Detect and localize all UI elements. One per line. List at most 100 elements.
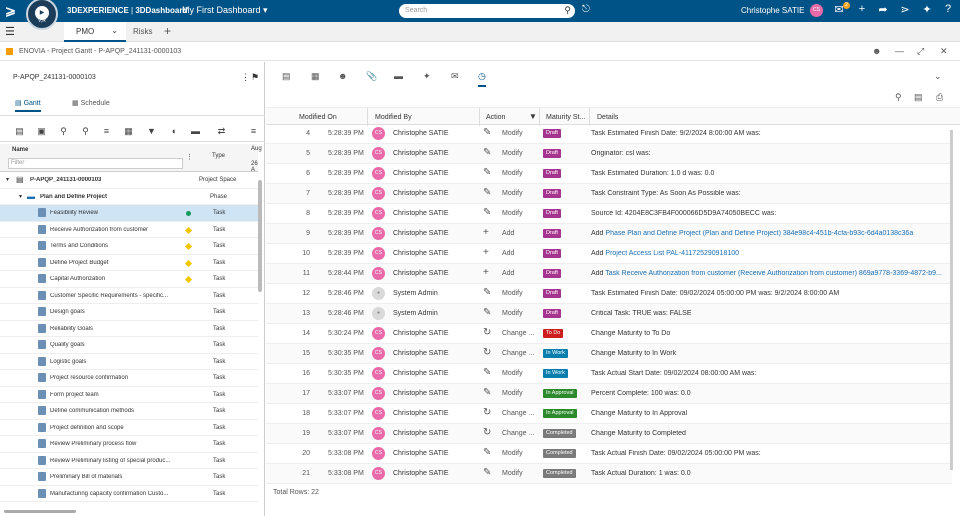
history-row[interactable]: 11 5:28:44 PM CS Christophe SATIE + Add … [266, 264, 952, 284]
close-icon[interactable]: ✕ [940, 46, 948, 56]
user-name[interactable]: Christophe SATIE [741, 6, 805, 15]
expand-icon[interactable]: ▾ [6, 177, 10, 183]
add-tab-icon[interactable]: + [164, 24, 172, 38]
tree-scrollbar[interactable] [258, 180, 262, 292]
deliverables-icon[interactable]: ▬ [394, 71, 403, 81]
export-icon[interactable]: ▤ [914, 92, 923, 102]
history-row[interactable]: 19 5:33:07 PM CS Christophe SATIE ↻ Chan… [266, 424, 952, 444]
chat-icon[interactable]: ✉ [834, 4, 844, 16]
tag-icon[interactable]: ⎋ [582, 4, 590, 15]
tree-row[interactable]: ▾ ▬ Plan and Define Project Phase [0, 189, 258, 205]
tab-risks[interactable]: Risks [133, 27, 153, 36]
tab-gantt[interactable]: ▤ Gantt [15, 99, 41, 112]
calendar-icon[interactable]: ▦ [124, 126, 133, 136]
tab-pmo[interactable]: PMO ⌄ [64, 22, 126, 42]
history-row[interactable]: 6 5:28:39 PM CS Christophe SATIE ✎ Modif… [266, 164, 952, 184]
user-settings-icon[interactable]: ☻ [872, 46, 882, 56]
history-row[interactable]: 18 5:33:07 PM CS Christophe SATIE ↻ Chan… [266, 404, 952, 424]
history-row[interactable]: 15 5:30:35 PM CS Christophe SATIE ↻ Chan… [266, 344, 952, 364]
tree-row[interactable]: Preliminary Bill of materials Task [0, 469, 258, 486]
chevron-down-icon[interactable]: ⌄ [111, 26, 118, 35]
print-icon[interactable]: ⎙ [936, 92, 944, 102]
history-row[interactable]: 20 5:33:08 PM CS Christophe SATIE ✎ Modi… [266, 444, 952, 464]
column-action[interactable]: Action [486, 114, 506, 121]
tree-row[interactable]: Reliability Goals Task [0, 321, 258, 337]
zoom-out-icon[interactable]: ⚲ [82, 126, 89, 136]
tree-row[interactable]: Logistic goals Task [0, 354, 258, 370]
tree-row[interactable]: Capital Authorization Task [0, 271, 258, 288]
history-row[interactable]: 9 5:28:39 PM CS Christophe SATIE + Add D… [266, 224, 952, 244]
tools-icon[interactable]: ✦ [922, 4, 932, 16]
tree-row[interactable]: Quality goals Task [0, 337, 258, 354]
chevron-down-icon[interactable]: ⌄ [934, 71, 942, 81]
tree-row[interactable]: Receive Authorization from customer Task [0, 222, 258, 238]
add-icon[interactable]: + [858, 3, 866, 15]
properties-icon[interactable]: ▤ [282, 71, 291, 81]
history-row[interactable]: 10 5:28:39 PM CS Christophe SATIE + Add … [266, 244, 952, 264]
menu-lines-icon[interactable]: ≡ [250, 126, 257, 136]
tree-row[interactable]: Define Project Budget Task [0, 255, 258, 271]
tree-row[interactable]: Design goals Task [0, 304, 258, 321]
pin-icon[interactable]: ⚑ [251, 72, 260, 82]
share-icon[interactable]: ➦ [878, 4, 888, 16]
more-icon[interactable]: ⋮ [241, 72, 250, 82]
tab-schedule[interactable]: ▦ Schedule [72, 100, 110, 107]
critical-path-icon[interactable]: ◖ [170, 126, 177, 136]
column-modified-by[interactable]: Modified By [375, 114, 412, 121]
expand-icon[interactable]: ⤢ [917, 46, 925, 56]
network-icon[interactable]: ⋗ [900, 4, 910, 16]
filter-input[interactable]: Filter [8, 158, 183, 169]
attachment-icon[interactable]: 📎 [366, 71, 378, 81]
history-icon[interactable]: ◷ [478, 71, 486, 87]
tree-horizontal-scrollbar[interactable] [4, 510, 76, 513]
history-row[interactable]: 21 5:33:08 PM CS Christophe SATIE ✎ Modi… [266, 464, 952, 484]
relations-icon[interactable]: ✦ [423, 71, 431, 81]
column-maturity[interactable]: Maturity St... [546, 114, 586, 121]
zoom-in-icon[interactable]: ⚲ [60, 126, 67, 136]
minimize-icon[interactable]: — [895, 46, 904, 56]
filter-icon[interactable]: ▼ [529, 112, 537, 121]
dashboard-selector[interactable]: My First Dashboard ▾ [182, 5, 268, 15]
history-row[interactable]: 12 5:28:46 PM ● System Admin ✎ Modify Dr… [266, 284, 952, 304]
history-row[interactable]: 4 5:28:39 PM CS Christophe SATIE ✎ Modif… [266, 124, 952, 144]
filter-icon[interactable]: ▼ [147, 126, 156, 136]
search-input[interactable]: Search ⚲ [399, 4, 575, 18]
history-row[interactable]: 14 5:30:24 PM CS Christophe SATIE ↻ Chan… [266, 324, 952, 344]
help-icon[interactable]: ? [944, 3, 952, 15]
history-row[interactable]: 13 5:28:46 PM ● System Admin ✎ Modify Dr… [266, 304, 952, 324]
detail-link[interactable]: Phase Plan and Define Project (Plan and … [605, 230, 914, 237]
sort-icon[interactable]: ⋮ [186, 154, 193, 161]
fit-icon[interactable]: ▣ [37, 126, 46, 136]
column-name[interactable]: Name [12, 147, 29, 153]
history-row[interactable]: 5 5:28:39 PM CS Christophe SATIE ✎ Modif… [266, 144, 952, 164]
tree-row[interactable]: Form project team Task [0, 387, 258, 403]
column-details[interactable]: Details [597, 114, 619, 121]
menu-icon[interactable]: ☰ [5, 26, 15, 38]
tree-row[interactable]: Review Preliminary listing of special pr… [0, 453, 258, 469]
baseline-icon[interactable]: ▬ [191, 126, 200, 136]
search-icon[interactable]: ⚲ [895, 92, 902, 102]
history-scrollbar[interactable] [950, 130, 953, 470]
members-icon[interactable]: ☻ [338, 71, 348, 81]
task-icon[interactable]: ▤ [15, 126, 24, 136]
tree-row[interactable]: Review Preliminary process flow Task [0, 436, 258, 453]
tree-row[interactable]: Feasibility Review Task [0, 205, 258, 222]
tree-row[interactable]: Project definition and scope Task [0, 420, 258, 436]
detail-link[interactable]: Project Access List PAL-411725290918100 [605, 250, 740, 257]
column-modified-on[interactable]: Modified On [299, 114, 337, 121]
tree-row[interactable]: Project resource confirmation Task [0, 370, 258, 387]
column-type[interactable]: Type [212, 153, 226, 159]
discussion-icon[interactable]: ✉ [451, 71, 459, 81]
detail-link[interactable]: Task Receive Authorization from customer… [605, 270, 942, 277]
history-row[interactable]: 16 5:30:35 PM CS Christophe SATIE ✎ Modi… [266, 364, 952, 384]
dependency-icon[interactable]: ⇄ [217, 126, 226, 136]
expand-icon[interactable]: ▾ [19, 193, 23, 200]
user-avatar[interactable]: CS [810, 4, 823, 17]
tree-row[interactable]: Define communication methods Task [0, 403, 258, 420]
history-row[interactable]: 8 5:28:39 PM CS Christophe SATIE ✎ Modif… [266, 204, 952, 224]
tree-row[interactable]: Customer Specific Requirements - specifi… [0, 288, 258, 304]
tree-row[interactable]: Manufacturing capacity confirmation Cust… [0, 486, 258, 502]
history-row[interactable]: 7 5:28:39 PM CS Christophe SATIE ✎ Modif… [266, 184, 952, 204]
tree-row[interactable]: ▾ ▤ P-APQP_241131-0000103 Project Space [0, 172, 258, 189]
table-icon[interactable]: ▦ [311, 71, 320, 81]
